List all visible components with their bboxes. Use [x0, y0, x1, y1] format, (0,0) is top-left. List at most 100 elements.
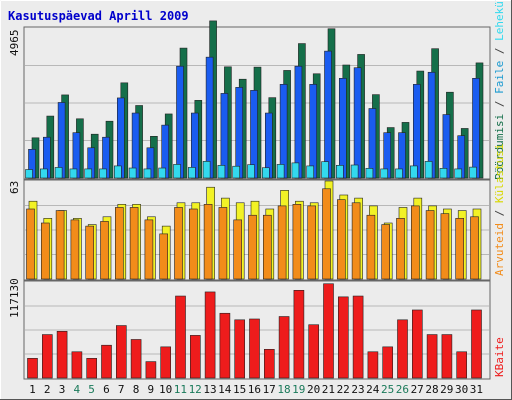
hosts-bar — [145, 220, 153, 279]
pages-bar — [55, 167, 62, 178]
x-tick-label: 20 — [307, 383, 320, 396]
x-tick-label: 17 — [263, 383, 276, 396]
kbytes-bar — [427, 335, 437, 378]
kbytes-bar — [28, 358, 38, 378]
kbytes-bar — [57, 331, 67, 378]
legend-sep-2: / — [493, 41, 506, 61]
pages-bar — [366, 168, 373, 178]
pages-bar — [322, 162, 329, 178]
hosts-bar — [27, 209, 35, 279]
kbytes-bar — [309, 325, 319, 378]
hosts-bar — [160, 234, 168, 279]
pages-bar — [26, 170, 33, 178]
kbytes-bar — [472, 310, 482, 378]
hosts-bar — [56, 211, 64, 279]
x-tick-label: 29 — [440, 383, 453, 396]
pages-bar — [174, 164, 181, 178]
files-bar — [206, 57, 213, 178]
pages-bar — [203, 161, 210, 178]
kbytes-bar — [412, 310, 422, 378]
legend-kbytes: KBaite — [493, 337, 506, 377]
files-bar — [310, 84, 317, 178]
top-axis-max-label: 4965 — [8, 30, 21, 57]
pages-bar — [381, 169, 388, 178]
kbytes-bar — [116, 326, 126, 378]
hosts-bar — [175, 207, 183, 279]
pages-bar — [351, 165, 358, 178]
files-bar — [295, 66, 302, 178]
pages-bar — [159, 168, 166, 178]
x-tick-label: 10 — [159, 383, 172, 396]
legend-visits: Külastusi — [493, 144, 506, 204]
files-bar — [177, 66, 184, 178]
x-tick-label: 3 — [59, 383, 66, 396]
kbytes-bar — [235, 320, 245, 378]
x-tick-label: 13 — [203, 383, 216, 396]
pages-bar — [100, 169, 107, 178]
files-bar — [58, 102, 65, 178]
kbytes-bar — [442, 335, 452, 378]
kbytes-bar — [279, 317, 289, 378]
x-tick-label: 18 — [277, 383, 290, 396]
hosts-bar — [219, 207, 227, 279]
pages-bar — [70, 169, 77, 178]
x-tick-label: 1 — [29, 383, 36, 396]
kbytes-bar — [205, 292, 215, 378]
x-tick-label: 2 — [44, 383, 51, 396]
kbytes-bar — [324, 284, 334, 378]
hosts-bar — [293, 204, 301, 279]
kbytes-bar — [131, 339, 141, 378]
hosts-bar — [471, 217, 479, 279]
pages-bar — [40, 169, 47, 178]
kbytes-bar — [220, 313, 230, 378]
bottom-axis-max-label: 117130 — [8, 278, 21, 318]
pages-bar — [277, 164, 284, 178]
hosts-bar — [411, 206, 419, 279]
kbytes-bar — [457, 352, 467, 378]
pages-bar — [129, 168, 136, 178]
pages-bar — [114, 166, 121, 178]
middle-axis-max-label: 63 — [8, 181, 21, 194]
hosts-bar — [278, 206, 286, 279]
files-bar — [354, 68, 361, 178]
hosts-bar — [130, 207, 138, 279]
hosts-bar — [456, 218, 464, 279]
x-tick-label: 12 — [189, 383, 202, 396]
legend-hosts: Arvuteid — [493, 223, 506, 276]
hosts-bar — [101, 221, 109, 279]
x-tick-label: 4 — [73, 383, 80, 396]
x-tick-label: 31 — [470, 383, 483, 396]
legend-middle: Arvuteid / Külastusi — [493, 144, 506, 276]
x-tick-label: 30 — [455, 383, 468, 396]
pages-bar — [292, 163, 299, 178]
x-tick-label: 15 — [233, 383, 246, 396]
x-tick-label: 5 — [88, 383, 95, 396]
x-tick-label: 27 — [411, 383, 424, 396]
kbytes-bar — [176, 296, 186, 378]
pages-bar — [410, 166, 417, 178]
kbytes-bar — [190, 335, 200, 378]
pages-bar — [188, 167, 195, 178]
hosts-bar — [86, 226, 94, 279]
pages-bar — [262, 168, 269, 178]
legend-bottom: KBaite — [493, 337, 506, 377]
pages-bar — [144, 169, 151, 178]
hosts-bar — [249, 215, 257, 279]
x-tick-label: 28 — [425, 383, 438, 396]
hosts-bar — [71, 220, 79, 279]
hosts-bar — [367, 215, 375, 279]
hosts-bar — [323, 189, 331, 279]
hosts-bar — [382, 225, 390, 279]
kbytes-bar — [72, 352, 82, 378]
files-bar — [325, 51, 332, 178]
x-tick-label: 24 — [366, 383, 380, 396]
x-tick-label: 7 — [118, 383, 125, 396]
kbytes-bar — [383, 347, 393, 378]
files-bar — [236, 87, 243, 178]
pages-bar — [455, 169, 462, 178]
x-tick-label: 6 — [103, 383, 110, 396]
pages-bar — [248, 165, 255, 178]
kbytes-bar — [294, 290, 304, 378]
